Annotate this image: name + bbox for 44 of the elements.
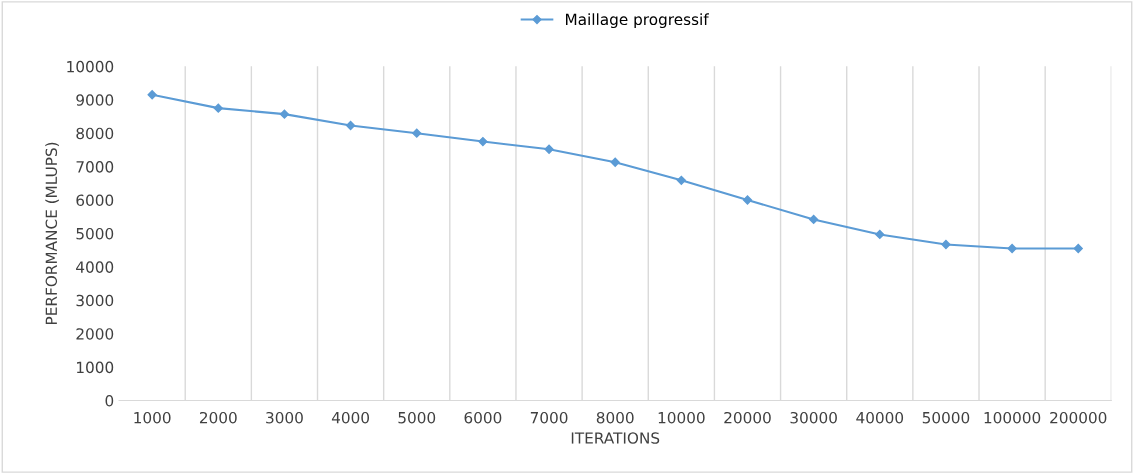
y-tick-label: 6000 [76, 194, 114, 207]
point [147, 90, 157, 100]
y-tick-label: 2000 [76, 328, 114, 340]
x-tick-label: 40000 [856, 411, 904, 424]
point [941, 239, 951, 250]
point [809, 214, 819, 225]
x-tick-label: 8000 [596, 411, 634, 424]
y-tick-label: 5000 [76, 227, 114, 240]
point [279, 109, 290, 119]
point [875, 229, 885, 240]
point [544, 144, 554, 154]
y-tick-label: 1000 [77, 361, 114, 374]
y-axis-title: PERFORMANCE (MLUPS) [45, 142, 59, 324]
x-tick-label: 100000 [984, 411, 1041, 424]
x-tick-label: 20000 [724, 411, 771, 424]
point [213, 103, 223, 113]
x-tick-label: 5000 [398, 411, 436, 424]
point [412, 128, 422, 138]
x-tick-label: 30000 [790, 411, 837, 424]
x-tick-label: 1000 [134, 411, 171, 424]
point [1007, 243, 1017, 254]
x-tick-label: 6000 [464, 411, 502, 424]
y-tick-label: 4000 [76, 261, 114, 273]
x-tick-label: 7000 [530, 411, 568, 424]
x-axis-title: ITERATIONS [571, 432, 660, 444]
y-tick-label: 9000 [76, 94, 114, 106]
y-tick-label: 8000 [76, 127, 114, 140]
point [676, 175, 686, 185]
legend-label: Maillage progressif [566, 13, 709, 29]
x-tick-label: 2000 [199, 411, 237, 424]
point [1073, 243, 1083, 254]
x-tick-label: 4000 [331, 411, 370, 424]
y-tick-label: 10000 [67, 60, 114, 73]
point [610, 157, 620, 167]
point [478, 136, 488, 147]
y-tick-label: 0 [105, 395, 114, 407]
x-tick-label: 10000 [658, 411, 705, 424]
x-tick-label: 200000 [1050, 411, 1107, 424]
point [742, 195, 753, 205]
x-tick-label: 3000 [266, 411, 303, 424]
y-tick-label: 3000 [76, 294, 114, 307]
point [345, 120, 356, 131]
y-tick-label: 7000 [76, 161, 114, 173]
x-tick-label: 50000 [922, 411, 970, 424]
